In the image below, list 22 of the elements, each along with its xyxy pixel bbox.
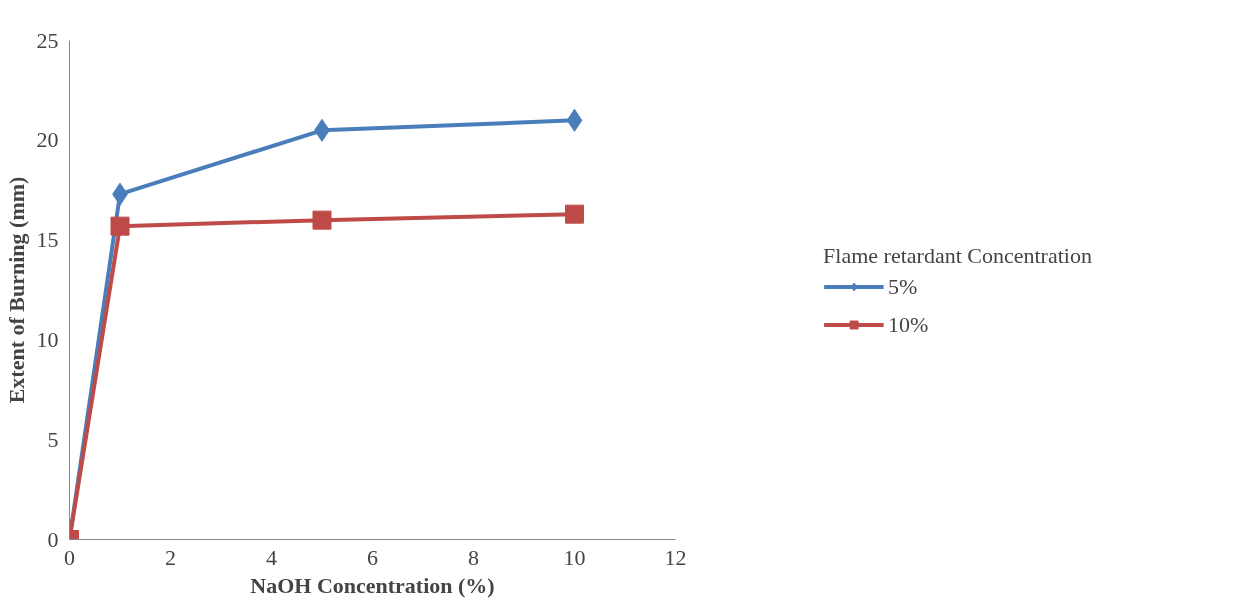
y-tick-label: 15 [36,227,59,253]
point [566,108,583,132]
x-axis-title: NaOH Concentration (%) [250,572,495,598]
x-tick-label: 10 [563,544,586,570]
x-tick-label: 2 [165,544,176,570]
x-tick-label: 0 [64,544,75,570]
point [110,216,130,236]
x-tick-label: 6 [367,544,378,570]
y-axis-title: Extent of Burning (mm) [3,176,29,404]
y-tick-label: 10 [36,326,59,352]
y-tick-label: 5 [47,426,59,452]
y-tick-label: 20 [36,127,59,153]
y-tick-label: 0 [47,526,59,552]
point [565,204,584,224]
x-tick-label: 12 [664,544,687,570]
legend-label: 5% [888,273,918,299]
x-tick-label: 8 [468,544,479,570]
point [312,210,332,230]
x-tick-label: 4 [266,544,277,570]
y-tick-label: 25 [36,27,59,53]
legend-title: Flame retardant Concentration [823,242,1092,268]
legend-label: 10% [888,311,929,337]
